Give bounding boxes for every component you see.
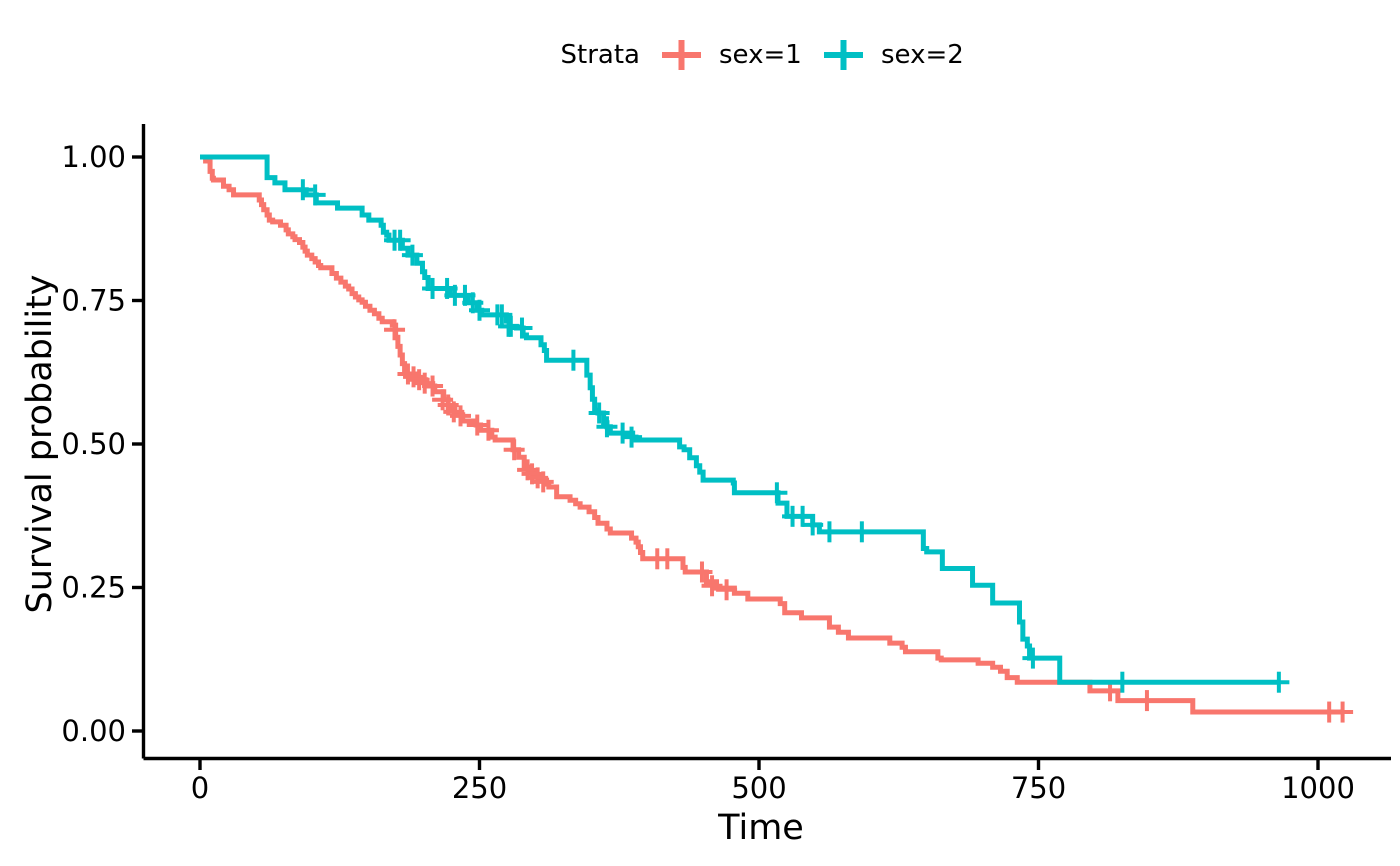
- km-step-line-sex=1: [200, 154, 1343, 715]
- y-tick-label: 0.50: [61, 427, 126, 461]
- y-tick-label: 0.00: [61, 714, 126, 748]
- x-tick-label: 0: [191, 771, 209, 805]
- legend-item-sex1: sex=1: [662, 40, 802, 70]
- survival-curves: [200, 154, 1354, 723]
- survival-curve-sex=2: [200, 154, 1290, 693]
- censor-marks-sex=1: [384, 319, 1354, 723]
- x-tick-label: 500: [731, 771, 786, 805]
- survival-curve-sex=1: [200, 154, 1354, 723]
- legend-label-sex1: sex=1: [719, 40, 802, 70]
- y-axis-title: Survival probability: [20, 275, 60, 614]
- y-tick-label: 0.75: [61, 284, 126, 318]
- y-tick-label: 0.25: [61, 571, 126, 605]
- y-tick-label: 1.00: [61, 140, 126, 174]
- x-tick-label: 250: [452, 771, 507, 805]
- legend-title: Strata: [561, 40, 640, 70]
- censor-marks-sex=2: [292, 179, 1290, 693]
- axes: [141, 124, 1391, 761]
- y-axis-ticks: 0.00 0.25 0.50 0.75 1.00: [61, 140, 144, 748]
- legend-item-sex2: sex=2: [824, 40, 964, 70]
- legend-label-sex2: sex=2: [881, 40, 964, 70]
- x-axis-title: Time: [717, 808, 804, 848]
- x-tick-label: 1000: [1281, 771, 1355, 805]
- x-tick-label: 750: [1011, 771, 1066, 805]
- x-axis-ticks: 0 250 500 750 1000: [191, 758, 1355, 805]
- km-step-line-sex=2: [200, 154, 1279, 685]
- legend: Strata sex=1 sex=2: [561, 40, 964, 70]
